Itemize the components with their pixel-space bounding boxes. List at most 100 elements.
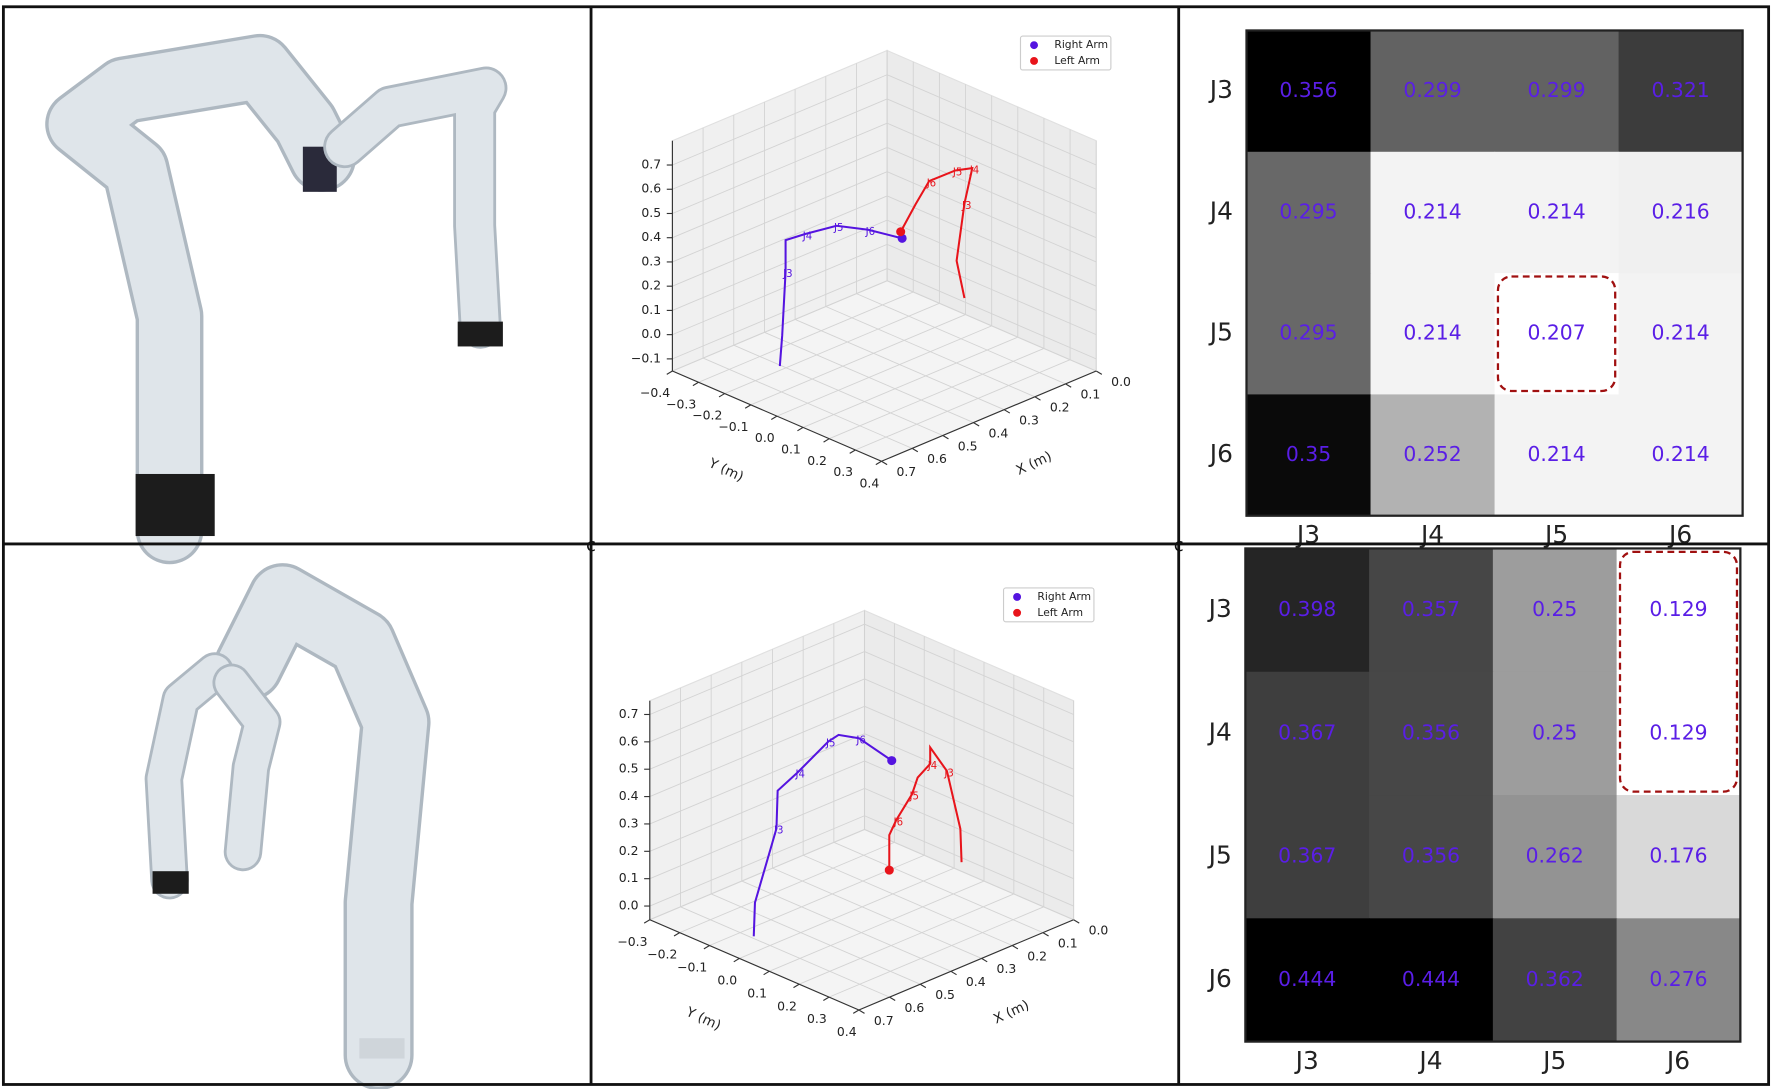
joint-label: J3 (961, 201, 971, 212)
grid-line (776, 325, 992, 417)
grid-line (649, 623, 865, 715)
cell-value: 0.207 (1527, 321, 1585, 345)
x-axis-label: X (m) (1014, 448, 1055, 478)
cell-value: 0.214 (1527, 442, 1585, 466)
x-tick (942, 434, 949, 440)
x-tick-label: 0.3 (1019, 412, 1039, 427)
grid-line (803, 854, 1013, 946)
joint-label: J4 (802, 231, 812, 242)
panel-mark: c (586, 535, 596, 556)
heat-cell (1618, 273, 1744, 395)
heat-cell (1245, 918, 1370, 1043)
column-label: J3 (1294, 1046, 1319, 1075)
cell-value: 0.216 (1652, 199, 1710, 223)
arm-line (778, 224, 903, 367)
heat-cell (1246, 151, 1372, 274)
grid-line (833, 841, 1044, 934)
cell-value: 0.214 (1652, 442, 1710, 466)
cell-value: 0.295 (1279, 321, 1337, 345)
y-tick-label: −0.3 (666, 396, 696, 411)
legend-box (1019, 35, 1112, 71)
grid-line (864, 623, 1074, 715)
grid-line (679, 841, 895, 934)
x-axis (881, 370, 1097, 462)
arm-end-marker (896, 227, 906, 237)
grid-line (886, 195, 1097, 287)
cell-value: 0.25 (1532, 597, 1577, 621)
legend-label: Right Arm (1054, 38, 1108, 51)
grid-line (855, 359, 1071, 451)
joint-label: J6 (865, 227, 875, 238)
grid-line (680, 906, 890, 998)
x-tick (1065, 383, 1072, 388)
cell-value: 0.252 (1403, 442, 1461, 466)
cell-value: 0.214 (1652, 321, 1710, 345)
z-tick-label: 0.2 (641, 278, 661, 293)
x-tick (919, 983, 927, 989)
z-tick-label: 0.6 (641, 181, 661, 196)
heat-cell (1369, 918, 1494, 1043)
x-tick-label: 0.5 (935, 987, 955, 1002)
cell-value: 0.25 (1532, 720, 1577, 744)
z-tick-label: 0.5 (641, 205, 661, 220)
grid-line (886, 74, 1097, 166)
cell-value: 0.262 (1526, 844, 1584, 868)
x-tick-label: 0.4 (966, 974, 986, 989)
x-tick (1042, 932, 1049, 937)
x-axis-label: X (m) (991, 997, 1032, 1027)
grid-line (802, 336, 1018, 428)
cell-value: 0.214 (1403, 321, 1461, 345)
x-tick (881, 460, 888, 466)
y-tick (875, 460, 882, 466)
z-tick-label: 0.6 (619, 733, 639, 748)
heat-cell (1618, 30, 1744, 153)
joint-label: J6 (893, 818, 903, 829)
legend-label: Left Arm (1054, 54, 1100, 67)
y-tick (763, 970, 770, 976)
heatmap: 0.356 0.299 0.299 0.321 0.295 0.214 0.214 0.216… (1208, 29, 1744, 549)
legend-label: Right Arm (1037, 590, 1091, 603)
z-tick-label: 0.7 (619, 706, 639, 721)
z-tick-label: 0.4 (641, 229, 661, 244)
y-tick-label: 0.1 (747, 985, 767, 1000)
heat-cell (1616, 548, 1741, 673)
cell-value: 0.129 (1649, 720, 1707, 744)
heat-cell (1618, 394, 1744, 517)
grid-line (649, 733, 865, 825)
row-label: J5 (1207, 841, 1232, 870)
grid-line (886, 122, 1097, 214)
row-label: J6 (1207, 964, 1232, 993)
z-tick-label: 0.4 (619, 788, 639, 803)
heat-cell (1370, 394, 1496, 517)
arm-end-marker (887, 756, 897, 766)
grid-line (864, 705, 1074, 797)
joint-label: J5 (833, 223, 843, 234)
y-tick (852, 1009, 860, 1014)
heat-cell (1494, 273, 1620, 395)
legend-marker (1013, 608, 1022, 617)
grid-line (828, 906, 1044, 998)
cell-value: 0.367 (1278, 720, 1336, 744)
x-tick-label: 0.4 (988, 425, 1008, 440)
x-tick-label: 0.2 (1050, 400, 1070, 415)
heat-cell (1492, 671, 1618, 796)
x-tick (1003, 409, 1011, 414)
grid-line (672, 147, 888, 239)
grid-line (672, 122, 888, 214)
heat-cell (1370, 151, 1496, 274)
z-tick-label: 0.5 (619, 761, 639, 776)
robot-photo-top (45, 33, 508, 565)
grid-line (886, 147, 1097, 239)
z-tick-label: 0.1 (619, 870, 639, 885)
grid-line (886, 98, 1097, 190)
cell-value: 0.299 (1403, 78, 1461, 102)
grid-line (649, 829, 865, 921)
cell-value: 0.356 (1402, 720, 1460, 744)
joint-label: J3 (773, 826, 783, 837)
heat-cell (1616, 795, 1741, 919)
y-tick-label: −0.2 (647, 947, 677, 962)
cell-value: 0.321 (1652, 78, 1710, 102)
y-tick (673, 932, 680, 937)
x-tick-label: 0.1 (1081, 387, 1101, 402)
